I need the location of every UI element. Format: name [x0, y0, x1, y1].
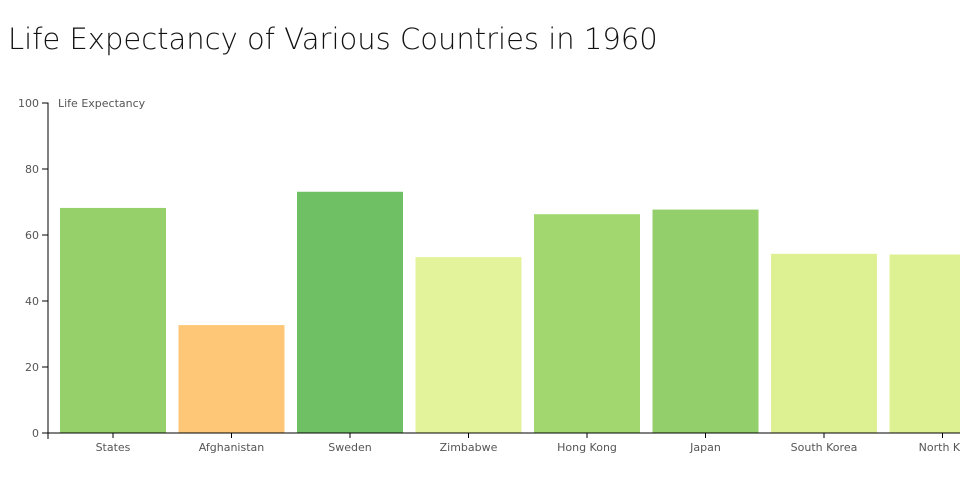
bar-north-ko[interactable]: [889, 254, 960, 433]
bars-group: [60, 191, 960, 433]
y-axis: 0 20 40 60 80 100: [18, 97, 49, 440]
y-tick-label: 20: [25, 361, 39, 374]
bar-states[interactable]: [60, 207, 166, 433]
x-axis-line: [47, 432, 960, 439]
y-tick-label: 80: [25, 163, 39, 176]
x-tick-label: Japan: [689, 441, 721, 454]
bar-afghanistan[interactable]: [178, 325, 285, 433]
y-tick-label: 60: [25, 229, 39, 242]
x-tick-label: Hong Kong: [557, 441, 617, 454]
y-tick-label: 100: [18, 97, 39, 110]
y-tick-label: 40: [25, 295, 39, 308]
y-axis-label: Life Expectancy: [58, 97, 146, 110]
bar-south-korea[interactable]: [771, 253, 877, 433]
y-tick-label: 0: [32, 427, 39, 440]
chart-title: Life Expectancy of Various Countries in …: [8, 22, 658, 56]
x-axis: States Afghanistan Sweden Zimbabwe Hong Kong…: [47, 432, 960, 454]
bar-zimbabwe[interactable]: [415, 257, 522, 433]
x-tick-label: Sweden: [328, 441, 371, 454]
x-tick-label: Zimbabwe: [440, 441, 498, 454]
bar-sweden[interactable]: [297, 191, 403, 433]
x-tick-label: States: [96, 441, 131, 454]
y-axis-line: [42, 102, 49, 434]
x-tick-label: Afghanistan: [199, 441, 265, 454]
x-tick-label: South Korea: [791, 441, 858, 454]
bar-hong-kong[interactable]: [534, 214, 640, 433]
x-tick-label: North Ko: [919, 441, 960, 454]
bar-japan[interactable]: [652, 209, 759, 433]
